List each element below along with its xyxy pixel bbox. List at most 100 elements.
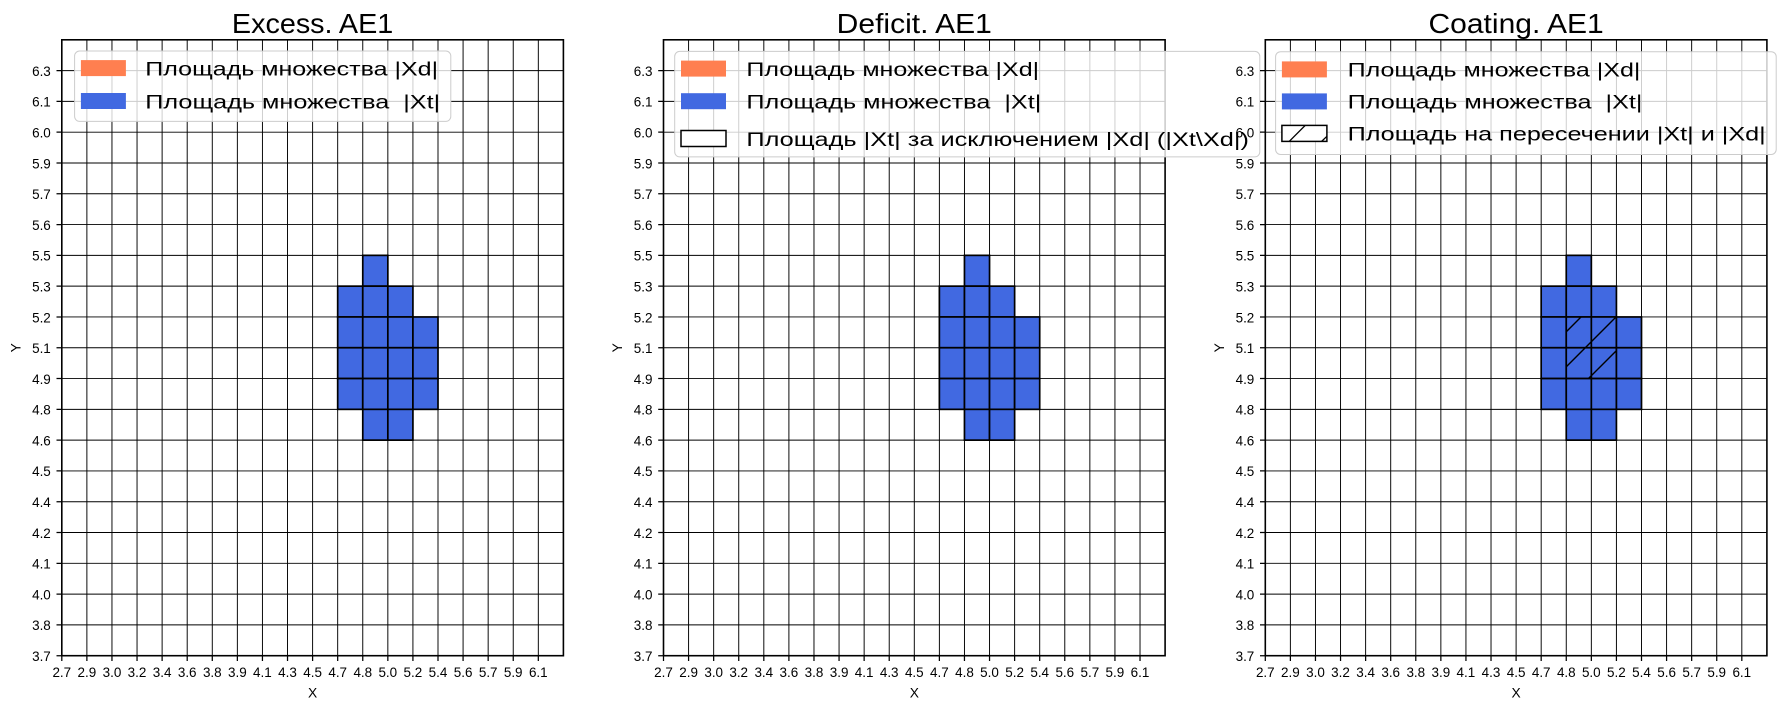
svg-text:Площадь на пересечении |Xt| и: Площадь на пересечении |Xt| и |Xd|	[1348, 124, 1766, 146]
svg-text:5.4: 5.4	[429, 665, 448, 680]
svg-text:3.7: 3.7	[1236, 649, 1255, 664]
svg-text:X: X	[308, 685, 317, 700]
svg-text:Y: Y	[1212, 343, 1227, 352]
svg-text:Y: Y	[8, 343, 23, 352]
svg-text:3.8: 3.8	[805, 665, 824, 680]
svg-text:6.3: 6.3	[1236, 64, 1255, 79]
svg-text:4.1: 4.1	[1457, 665, 1476, 680]
svg-text:3.6: 3.6	[1381, 665, 1400, 680]
svg-text:Coating. AE1: Coating. AE1	[1429, 8, 1604, 39]
svg-text:4.3: 4.3	[278, 665, 297, 680]
svg-text:4.1: 4.1	[1236, 557, 1255, 572]
svg-text:2.9: 2.9	[78, 665, 97, 680]
svg-text:5.2: 5.2	[1005, 665, 1024, 680]
svg-text:5.6: 5.6	[634, 218, 653, 233]
svg-text:2.7: 2.7	[52, 665, 71, 680]
svg-text:5.7: 5.7	[32, 187, 51, 202]
svg-text:4.8: 4.8	[1236, 403, 1255, 418]
svg-text:5.3: 5.3	[32, 280, 51, 295]
svg-text:4.3: 4.3	[1482, 665, 1501, 680]
svg-text:3.8: 3.8	[32, 618, 51, 633]
svg-text:Y: Y	[610, 343, 625, 352]
svg-text:5.5: 5.5	[634, 249, 653, 264]
svg-text:6.3: 6.3	[634, 64, 653, 79]
svg-text:4.8: 4.8	[353, 665, 372, 680]
svg-text:4.8: 4.8	[955, 665, 974, 680]
svg-text:6.1: 6.1	[1732, 665, 1751, 680]
svg-text:5.9: 5.9	[1236, 156, 1255, 171]
svg-text:5.2: 5.2	[1607, 665, 1626, 680]
svg-text:4.6: 4.6	[1236, 433, 1255, 448]
svg-text:X: X	[910, 685, 919, 700]
svg-text:4.5: 4.5	[634, 464, 653, 479]
svg-text:2.7: 2.7	[1256, 665, 1275, 680]
svg-text:Площадь множества |Xd|: Площадь множества |Xd|	[746, 59, 1039, 81]
svg-text:3.0: 3.0	[103, 665, 122, 680]
svg-text:3.2: 3.2	[1331, 665, 1350, 680]
svg-text:Площадь множества |Xd|: Площадь множества |Xd|	[145, 58, 438, 80]
svg-text:3.4: 3.4	[153, 665, 172, 680]
svg-text:5.2: 5.2	[32, 310, 51, 325]
svg-text:4.1: 4.1	[32, 557, 51, 572]
svg-text:5.7: 5.7	[634, 187, 653, 202]
svg-text:4.4: 4.4	[32, 495, 51, 510]
svg-text:4.0: 4.0	[32, 587, 51, 602]
svg-text:5.7: 5.7	[1081, 665, 1100, 680]
svg-text:5.6: 5.6	[1657, 665, 1676, 680]
svg-text:Deficit. AE1: Deficit. AE1	[837, 8, 992, 39]
svg-text:5.6: 5.6	[32, 218, 51, 233]
svg-text:5.3: 5.3	[634, 280, 653, 295]
svg-text:4.2: 4.2	[634, 526, 653, 541]
svg-text:6.1: 6.1	[1131, 665, 1150, 680]
svg-text:Площадь множества |Xt|: Площадь множества |Xt|	[1348, 92, 1643, 114]
svg-text:5.9: 5.9	[1106, 665, 1125, 680]
svg-text:3.8: 3.8	[1236, 618, 1255, 633]
svg-text:3.4: 3.4	[1356, 665, 1375, 680]
svg-text:6.0: 6.0	[32, 126, 51, 141]
svg-text:5.7: 5.7	[1682, 665, 1701, 680]
svg-text:5.4: 5.4	[1030, 665, 1049, 680]
svg-text:5.2: 5.2	[404, 665, 423, 680]
svg-text:5.2: 5.2	[634, 310, 653, 325]
svg-text:4.6: 4.6	[32, 433, 51, 448]
svg-text:4.1: 4.1	[253, 665, 272, 680]
svg-text:4.0: 4.0	[634, 587, 653, 602]
svg-text:5.5: 5.5	[1236, 249, 1255, 264]
svg-text:4.5: 4.5	[1236, 464, 1255, 479]
svg-text:3.9: 3.9	[228, 665, 247, 680]
svg-text:5.2: 5.2	[1236, 310, 1255, 325]
svg-text:6.3: 6.3	[32, 64, 51, 79]
svg-text:5.9: 5.9	[634, 156, 653, 171]
svg-text:6.1: 6.1	[1236, 95, 1255, 110]
svg-text:4.4: 4.4	[634, 495, 653, 510]
svg-text:Площадь множества |Xd|: Площадь множества |Xd|	[1348, 60, 1641, 82]
svg-text:Площадь |Xt| за исключением |X: Площадь |Xt| за исключением |Xd| (|Xt\Xd…	[746, 129, 1249, 151]
svg-text:4.7: 4.7	[328, 665, 347, 680]
svg-text:5.9: 5.9	[1707, 665, 1726, 680]
svg-text:5.0: 5.0	[378, 665, 397, 680]
svg-text:Площадь множества |Xt|: Площадь множества |Xt|	[145, 91, 440, 113]
svg-text:3.8: 3.8	[203, 665, 222, 680]
svg-text:3.7: 3.7	[32, 649, 51, 664]
svg-text:5.5: 5.5	[32, 249, 51, 264]
svg-text:4.1: 4.1	[634, 557, 653, 572]
svg-text:5.7: 5.7	[1236, 187, 1255, 202]
svg-text:3.0: 3.0	[1306, 665, 1325, 680]
svg-text:4.2: 4.2	[32, 526, 51, 541]
svg-text:4.5: 4.5	[32, 464, 51, 479]
svg-text:5.9: 5.9	[32, 156, 51, 171]
svg-text:2.9: 2.9	[679, 665, 698, 680]
svg-text:2.9: 2.9	[1281, 665, 1300, 680]
svg-text:4.1: 4.1	[855, 665, 874, 680]
svg-text:X: X	[1511, 685, 1520, 700]
svg-text:4.5: 4.5	[303, 665, 322, 680]
svg-text:4.8: 4.8	[32, 403, 51, 418]
svg-text:6.1: 6.1	[32, 95, 51, 110]
svg-text:4.3: 4.3	[880, 665, 899, 680]
svg-text:6.1: 6.1	[529, 665, 548, 680]
svg-text:4.4: 4.4	[1236, 495, 1255, 510]
svg-text:4.0: 4.0	[1236, 587, 1255, 602]
svg-text:4.9: 4.9	[32, 372, 51, 387]
svg-text:5.1: 5.1	[32, 341, 51, 356]
svg-text:6.1: 6.1	[634, 95, 653, 110]
